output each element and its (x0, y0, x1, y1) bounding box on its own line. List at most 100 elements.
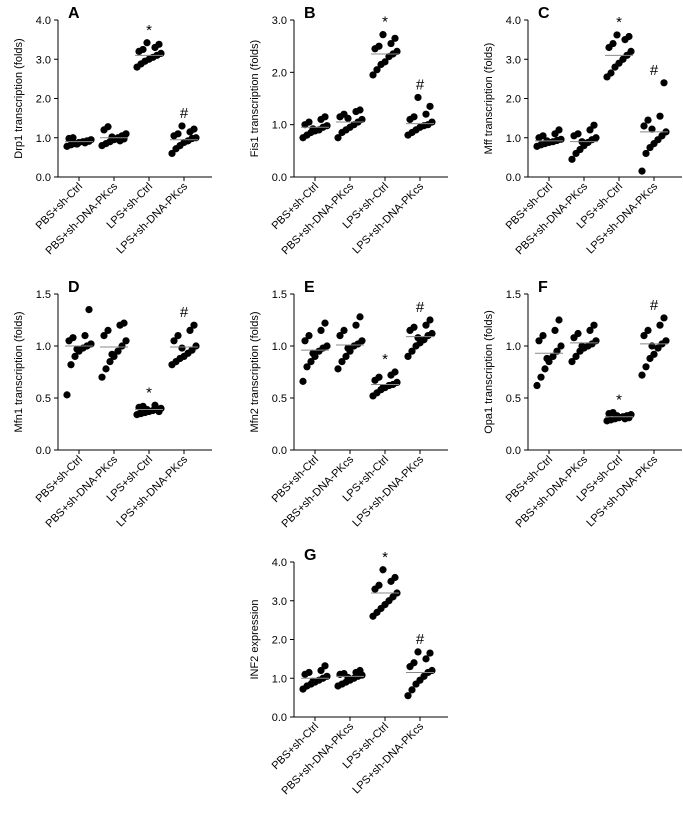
data-point (568, 155, 576, 163)
panel-letter: E (304, 279, 315, 296)
data-point (428, 329, 436, 338)
data-point (85, 306, 93, 314)
data-point (549, 352, 557, 360)
data-point (609, 39, 617, 48)
y-tick-label: 1.5 (506, 289, 521, 301)
data-point (373, 66, 381, 74)
data-point (299, 377, 307, 385)
data-point (190, 125, 198, 133)
data-point (317, 666, 325, 675)
y-tick-label: 1.0 (272, 341, 287, 353)
data-point (656, 321, 664, 329)
data-point (69, 334, 77, 342)
data-point (574, 130, 582, 138)
data-point (644, 326, 652, 334)
panel-letter: C (538, 5, 550, 22)
significance-marker: # (180, 105, 189, 122)
data-point (73, 140, 81, 148)
data-point (344, 114, 352, 122)
significance-marker: # (416, 299, 425, 316)
y-tick-label: 0.0 (272, 712, 287, 724)
panel-letter: D (68, 279, 80, 296)
data-point (590, 121, 598, 129)
data-point (69, 134, 77, 142)
data-point (410, 113, 418, 121)
y-tick-label: 4.0 (272, 557, 287, 569)
y-tick-label: 1.5 (272, 289, 287, 301)
data-point (305, 332, 313, 340)
data-point (555, 126, 563, 134)
y-axis-label: Mff transcription (folds) (483, 43, 495, 155)
data-point (551, 326, 559, 334)
data-point (387, 39, 395, 48)
data-point (379, 384, 387, 392)
y-tick-label: 0.0 (506, 445, 521, 457)
data-point (590, 321, 598, 329)
y-tick-label: 0.0 (272, 445, 287, 457)
data-point (192, 342, 200, 350)
data-point (174, 332, 182, 340)
data-point (539, 332, 547, 340)
data-point (414, 93, 422, 102)
data-point (174, 130, 182, 138)
data-point (114, 347, 122, 355)
data-point (305, 668, 313, 677)
data-point (178, 122, 186, 130)
y-tick-label: 1.5 (36, 289, 51, 301)
data-point (586, 326, 594, 334)
data-point (309, 125, 317, 133)
data-point (543, 354, 551, 363)
data-point (555, 316, 563, 324)
data-point (557, 135, 565, 143)
data-point (410, 659, 418, 667)
data-point (344, 673, 352, 682)
data-point (108, 133, 116, 141)
y-axis-label: Mfn1 transcription (folds) (13, 311, 25, 432)
data-point (607, 69, 615, 77)
data-point (301, 337, 309, 345)
data-point (100, 332, 108, 340)
data-point (422, 655, 430, 663)
significance-marker: # (650, 297, 659, 314)
y-tick-label: 2.0 (506, 94, 521, 106)
y-tick-label: 1.0 (272, 673, 287, 685)
data-point (410, 323, 418, 331)
data-point (568, 358, 576, 366)
data-point (356, 666, 364, 675)
significance-marker: # (416, 631, 425, 648)
panel-letter: A (68, 5, 80, 22)
data-point (106, 358, 114, 366)
y-tick-label: 3.0 (36, 54, 51, 66)
data-point (120, 319, 128, 327)
data-point (192, 134, 200, 142)
data-point (572, 352, 580, 360)
data-point (578, 342, 586, 350)
data-point (426, 316, 434, 324)
data-point (638, 371, 646, 379)
y-tick-label: 1.0 (506, 341, 521, 353)
data-point (305, 118, 313, 126)
data-point (408, 686, 416, 694)
data-point (73, 345, 81, 353)
data-point (656, 112, 664, 120)
data-point (321, 113, 329, 121)
data-point (323, 122, 331, 130)
data-point (644, 116, 652, 124)
data-point (108, 350, 116, 358)
data-point (662, 337, 670, 345)
data-point (391, 34, 399, 42)
data-point (190, 321, 198, 329)
data-point (336, 332, 344, 340)
data-point (307, 358, 315, 366)
data-point (613, 31, 621, 39)
data-point (356, 313, 364, 321)
data-point (404, 352, 412, 360)
data-point (321, 319, 329, 327)
data-point (640, 332, 648, 340)
data-point (81, 332, 89, 340)
data-point (303, 363, 311, 371)
data-point (358, 115, 366, 124)
data-point (393, 47, 401, 56)
data-point (426, 102, 434, 110)
